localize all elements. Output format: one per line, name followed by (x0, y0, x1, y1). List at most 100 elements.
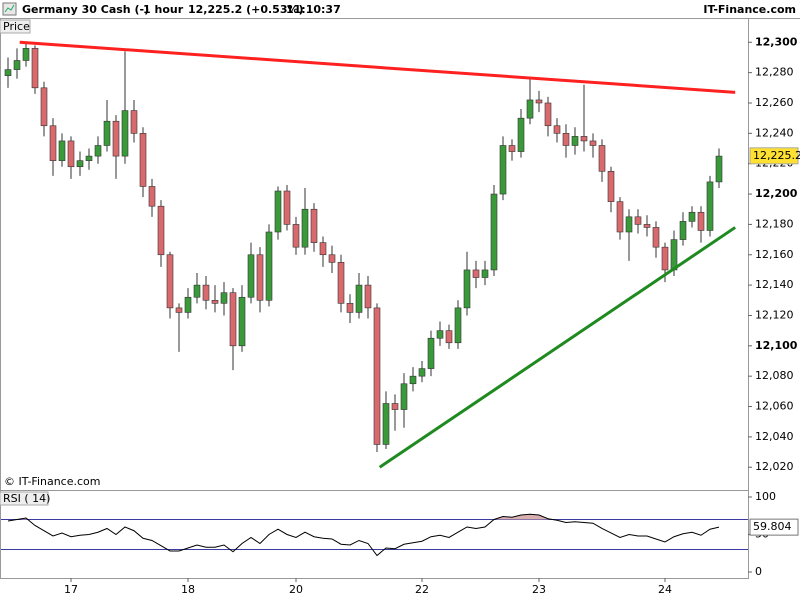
candle-body (634, 216, 642, 225)
y-tick-label: 12,280 (755, 66, 794, 79)
y-tick-label: 12,140 (755, 278, 794, 291)
instrument: Germany 30 Cash (-) (22, 3, 149, 16)
candle-body (265, 231, 273, 301)
y-tick-label: 12,160 (755, 248, 794, 261)
candle-body (391, 403, 399, 410)
last-price-box (749, 147, 799, 165)
candle-body (697, 211, 705, 231)
last-value-label: 59.804 (753, 520, 792, 533)
candle-body (4, 69, 12, 76)
candle-body (193, 284, 201, 298)
candle-body (490, 193, 498, 271)
candle-body (562, 133, 570, 146)
candle-body (445, 330, 453, 344)
candle-body (301, 208, 309, 248)
y-tick-label: 0 (755, 565, 762, 578)
candle-body (22, 48, 30, 61)
candle-body (688, 211, 696, 222)
candle-body (130, 110, 138, 134)
overbought-fill (17, 514, 553, 520)
brand: IT-Finance.com (703, 3, 796, 16)
y-tick-label: 12,300 (755, 35, 798, 48)
candle-body (679, 221, 687, 240)
y-tick-label: 12,040 (755, 430, 794, 443)
candle-body (283, 190, 291, 225)
candle-body (625, 216, 633, 233)
y-tick-label: 12,240 (755, 126, 794, 139)
y-tick-label: 12,120 (755, 308, 794, 321)
y-tick-label: 12,260 (755, 96, 794, 109)
candle-body (121, 110, 129, 157)
x-tick-label: 20 (289, 583, 303, 596)
candle-body (346, 303, 354, 313)
panel-label-box (0, 19, 31, 34)
candle-body (643, 224, 651, 228)
candle-body (706, 181, 714, 231)
candle-body (247, 254, 255, 298)
candle-body (13, 60, 21, 70)
candle-body (661, 246, 669, 271)
candle-body (382, 403, 390, 445)
candle-body (274, 190, 282, 233)
price-panel-label: Price (3, 20, 30, 33)
candle-body (535, 99, 543, 104)
candle-body (319, 242, 327, 256)
y-tick-label: 12,100 (755, 339, 798, 352)
candle-body (67, 140, 75, 168)
candle-body (580, 136, 588, 142)
x-tick-label: 23 (532, 583, 546, 596)
y-tick-label: 100 (755, 490, 776, 503)
candle-body (589, 140, 597, 146)
candle-body (175, 307, 183, 313)
candle-body (364, 284, 372, 309)
candle-body (112, 120, 120, 157)
candle-body (571, 136, 579, 146)
candle-body (715, 155, 723, 183)
period: 1 hour (143, 3, 184, 16)
candle-body (499, 145, 507, 195)
menu-icon-glyph (4, 4, 15, 13)
candle-body (454, 307, 462, 344)
candle-body (553, 125, 561, 134)
price-plot (4, 40, 737, 469)
candle-body (139, 133, 147, 187)
candle-body (202, 284, 210, 301)
candle-body (58, 140, 66, 161)
candle-body (463, 269, 471, 309)
rsi-line (7, 513, 720, 557)
candle-body (148, 186, 156, 207)
candle-body (220, 292, 228, 304)
panel-label-box (0, 491, 49, 506)
credit: © IT-Finance.com (4, 475, 101, 488)
candle-body (616, 201, 624, 233)
x-tick-label: 24 (658, 583, 672, 596)
y-tick-label: 12,020 (755, 460, 794, 473)
candle-body (184, 296, 192, 313)
x-tick-label: 17 (64, 583, 78, 596)
candle-body (31, 48, 39, 89)
x-tick-label: 18 (181, 583, 195, 596)
candle-body (166, 254, 174, 309)
y-tick-label: 12,060 (755, 400, 794, 413)
candle-body (292, 224, 300, 248)
candle-body (76, 160, 84, 168)
candle-body (409, 375, 417, 385)
clock: 11:10:37 (286, 3, 341, 16)
candle-body (418, 368, 426, 377)
candle-body (607, 170, 615, 202)
candle-body (238, 296, 246, 347)
candle-body (544, 102, 552, 127)
candle-body (310, 208, 318, 243)
x-tick-label: 22 (415, 583, 429, 596)
rsi-plot (1, 513, 748, 557)
candle-body (481, 269, 489, 278)
candle-body (436, 330, 444, 339)
candle-body (40, 87, 48, 127)
y-tick-label: 12,080 (755, 369, 794, 382)
y-tick-label: 12,200 (755, 187, 798, 200)
trendline (378, 226, 737, 469)
quote: 12,225.2 (+0.53%) (188, 3, 304, 16)
